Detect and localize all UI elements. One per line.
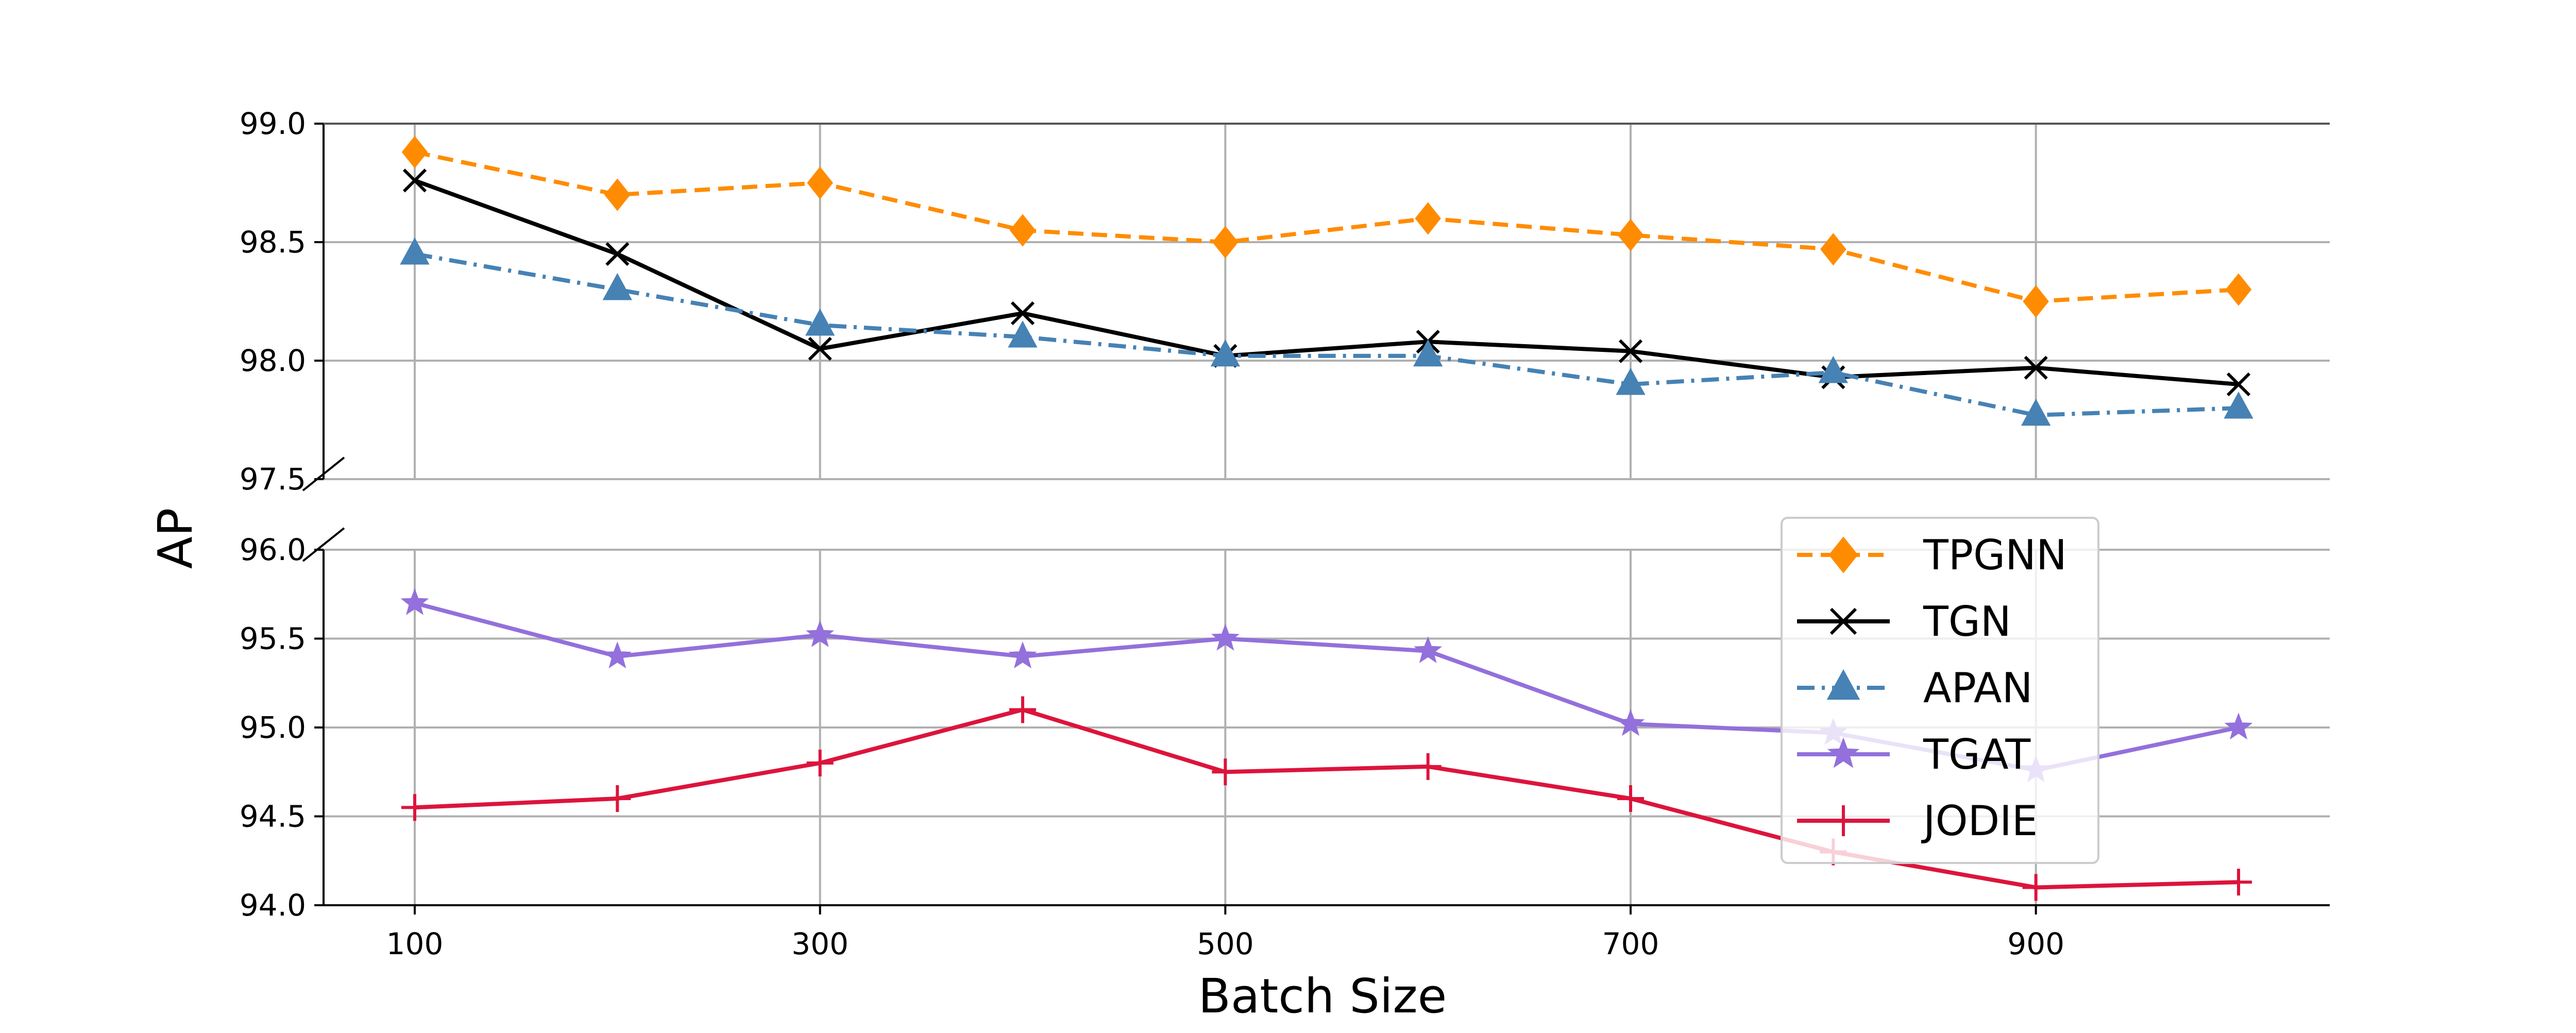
x-tick-label: 500 [1197, 926, 1254, 961]
upper-y-tick-label: 98.5 [240, 225, 306, 260]
lower-y-tick-label: 96.0 [240, 532, 306, 567]
data-point-tgn [2024, 355, 2048, 380]
x-axis-label: Batch Size [1198, 969, 1447, 1024]
legend-entry-tgat: TGAT [1797, 731, 2031, 778]
data-point-tgat [603, 641, 632, 669]
legend-label-jodie: JODIE [1921, 797, 2038, 845]
x-tick-label: 300 [791, 926, 849, 961]
upper-y-tick-label: 97.5 [240, 462, 306, 497]
series-tpgnn [401, 136, 2252, 318]
series-line-tgn [414, 178, 2239, 386]
data-point-jodie [401, 794, 428, 821]
axes-layer [302, 123, 2330, 915]
data-point-tgat [1616, 709, 1645, 736]
data-point-tpgnn [2225, 273, 2252, 306]
series-line-tpgnn [414, 150, 2239, 303]
data-point-apan [400, 237, 430, 265]
data-point-tgn [402, 168, 427, 193]
legend-entry-jodie: JODIE [1797, 797, 2038, 845]
data-point-tpgnn [604, 178, 631, 211]
series-apan [400, 237, 2253, 426]
data-point-apan [2021, 398, 2051, 426]
axis-break-mark-lower [302, 527, 345, 562]
series-jodie [401, 696, 2252, 901]
legend-label-tpgnn: TPGNN [1923, 531, 2067, 579]
data-point-tpgnn [401, 136, 428, 168]
data-point-tgat [1008, 641, 1037, 669]
data-point-tgn [1010, 301, 1035, 326]
data-point-jodie [1414, 753, 1442, 780]
legend-entry-tgn: TGN [1797, 598, 2011, 646]
legend-label-apan: APAN [1923, 664, 2032, 712]
axis-break-mark-upper [302, 456, 345, 492]
data-point-jodie [806, 750, 834, 776]
legend-label-tgn: TGN [1923, 598, 2011, 646]
legend: TPGNN TGN APAN TGAT JODIE [1781, 517, 2099, 864]
legend-marker-jodie [1828, 805, 1859, 836]
data-point-apan [1210, 339, 1241, 367]
legend-entry-tpgnn: TPGNN [1797, 531, 2067, 579]
data-point-tgn [605, 242, 630, 266]
data-point-tgn [2226, 372, 2251, 397]
upper-y-tick-label: 99.0 [240, 106, 306, 141]
data-point-apan [1413, 339, 1443, 367]
x-tick-label: 700 [1602, 926, 1659, 961]
lower-y-tick-label: 94.0 [240, 888, 306, 923]
data-point-tgat [400, 588, 429, 615]
legend-box [1781, 517, 2099, 864]
data-point-apan [2224, 391, 2253, 419]
data-point-apan [602, 273, 633, 300]
data-point-tpgnn [1617, 218, 1644, 251]
data-point-jodie [2022, 874, 2049, 901]
series-line-jodie [414, 707, 2239, 890]
lower-y-tick-label: 95.5 [240, 621, 306, 656]
data-point-tpgnn [2023, 285, 2049, 318]
legend-marker-tgn [1829, 607, 1857, 635]
data-point-tpgnn [807, 166, 833, 199]
data-point-tpgnn [1415, 202, 1441, 235]
data-point-tpgnn [1820, 233, 1846, 266]
data-point-tgat [2224, 713, 2253, 740]
data-point-jodie [1617, 785, 1644, 812]
data-point-tpgnn [1212, 226, 1239, 259]
data-point-tpgnn [1009, 214, 1036, 247]
data-point-tgat [1414, 636, 1443, 664]
series-line-apan [414, 252, 2239, 417]
data-point-apan [1008, 320, 1038, 348]
data-point-tgn [1618, 339, 1643, 363]
legend-marker-apan [1826, 669, 1860, 700]
x-tick-label: 100 [386, 926, 444, 961]
data-point-tgn [808, 336, 832, 361]
lower-y-tick-label: 94.5 [240, 799, 306, 834]
legend-marker-tpgnn [1828, 536, 1858, 573]
data-point-apan [1818, 355, 1849, 383]
data-point-jodie [1009, 696, 1036, 723]
tick-labels-layer: 97.5 98.0 98.5 99.0 94.0 94.5 95.0 95.5 96.0 100 3… [240, 106, 2064, 961]
data-point-tgat [1211, 623, 1240, 651]
data-point-jodie [604, 785, 631, 812]
data-point-jodie [2225, 869, 2252, 896]
data-point-tgat [806, 620, 835, 647]
data-point-apan [805, 308, 835, 336]
legend-label-tgat: TGAT [1923, 731, 2031, 778]
data-point-jodie [1212, 758, 1239, 786]
data-point-apan [1616, 367, 1646, 395]
upper-y-tick-label: 98.0 [240, 343, 306, 378]
x-tick-label: 900 [2007, 926, 2064, 961]
legend-entry-apan: APAN [1797, 664, 2032, 712]
y-axis-label: AP [148, 508, 203, 569]
lower-y-tick-label: 95.0 [240, 710, 306, 745]
legend-marker-tgat [1827, 737, 1860, 768]
